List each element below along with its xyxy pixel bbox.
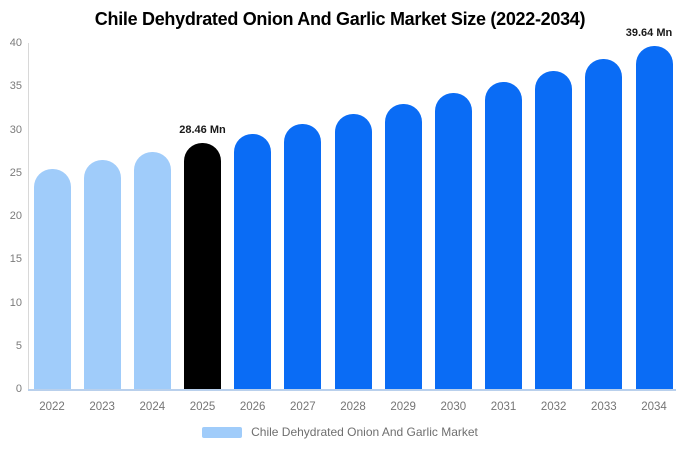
value-label-2034: 39.64 Mn <box>625 27 673 40</box>
y-tick-label-25: 25 <box>9 166 22 179</box>
bar-2028[interactable] <box>334 114 372 389</box>
y-axis-line <box>28 43 29 389</box>
x-axis-label-2033: 2033 <box>591 401 617 413</box>
bar-2029[interactable] <box>384 103 422 389</box>
x-axis-label-2032: 2032 <box>540 401 567 413</box>
y-tick-label-20: 20 <box>9 210 22 222</box>
y-tick-label-40: 40 <box>9 37 22 49</box>
bar-2033[interactable] <box>585 58 623 389</box>
x-axis-label-2022: 2022 <box>39 401 65 413</box>
bar-2026[interactable] <box>234 133 272 389</box>
legend-label: Chile Dehydrated Onion And Garlic Market <box>251 425 478 439</box>
chart-title: Chile Dehydrated Onion And Garlic Market… <box>94 9 586 29</box>
bar-2034[interactable] <box>635 46 673 389</box>
y-tick-label-30: 30 <box>9 123 22 136</box>
x-axis-line <box>28 389 676 391</box>
bar-2027[interactable] <box>284 124 322 389</box>
bar-2022[interactable] <box>33 168 71 389</box>
y-tick-label-5: 5 <box>15 339 22 352</box>
bar-2023[interactable] <box>83 160 121 389</box>
bar-2024[interactable] <box>133 151 171 389</box>
y-tick-label-35: 35 <box>9 80 22 93</box>
x-axis-label-2029: 2029 <box>390 401 416 413</box>
bar-2032[interactable] <box>535 70 573 389</box>
x-axis-label-2030: 2030 <box>440 401 467 413</box>
y-tick-label-10: 10 <box>9 296 22 309</box>
bar-2031[interactable] <box>485 82 522 389</box>
x-axis-label-2027: 2027 <box>290 401 316 413</box>
value-label-2025: 28.46 Mn <box>179 123 226 136</box>
y-tick-label-15: 15 <box>9 253 22 266</box>
bar-2030[interactable] <box>434 93 472 389</box>
x-axis-label-2031: 2031 <box>490 401 517 413</box>
legend-swatch <box>202 426 243 438</box>
x-axis-label-2025: 2025 <box>189 401 216 413</box>
x-axis-label-2034: 2034 <box>641 401 667 413</box>
x-axis-label-2028: 2028 <box>340 401 366 413</box>
y-tick-label-0: 0 <box>15 383 22 395</box>
bar-2025[interactable] <box>184 142 221 389</box>
x-axis-label-2023: 2023 <box>89 401 115 413</box>
x-axis-label-2026: 2026 <box>239 401 266 413</box>
x-axis-label-2024: 2024 <box>139 401 166 413</box>
legend-item[interactable]: Chile Dehydrated Onion And Garlic Market <box>0 424 680 440</box>
